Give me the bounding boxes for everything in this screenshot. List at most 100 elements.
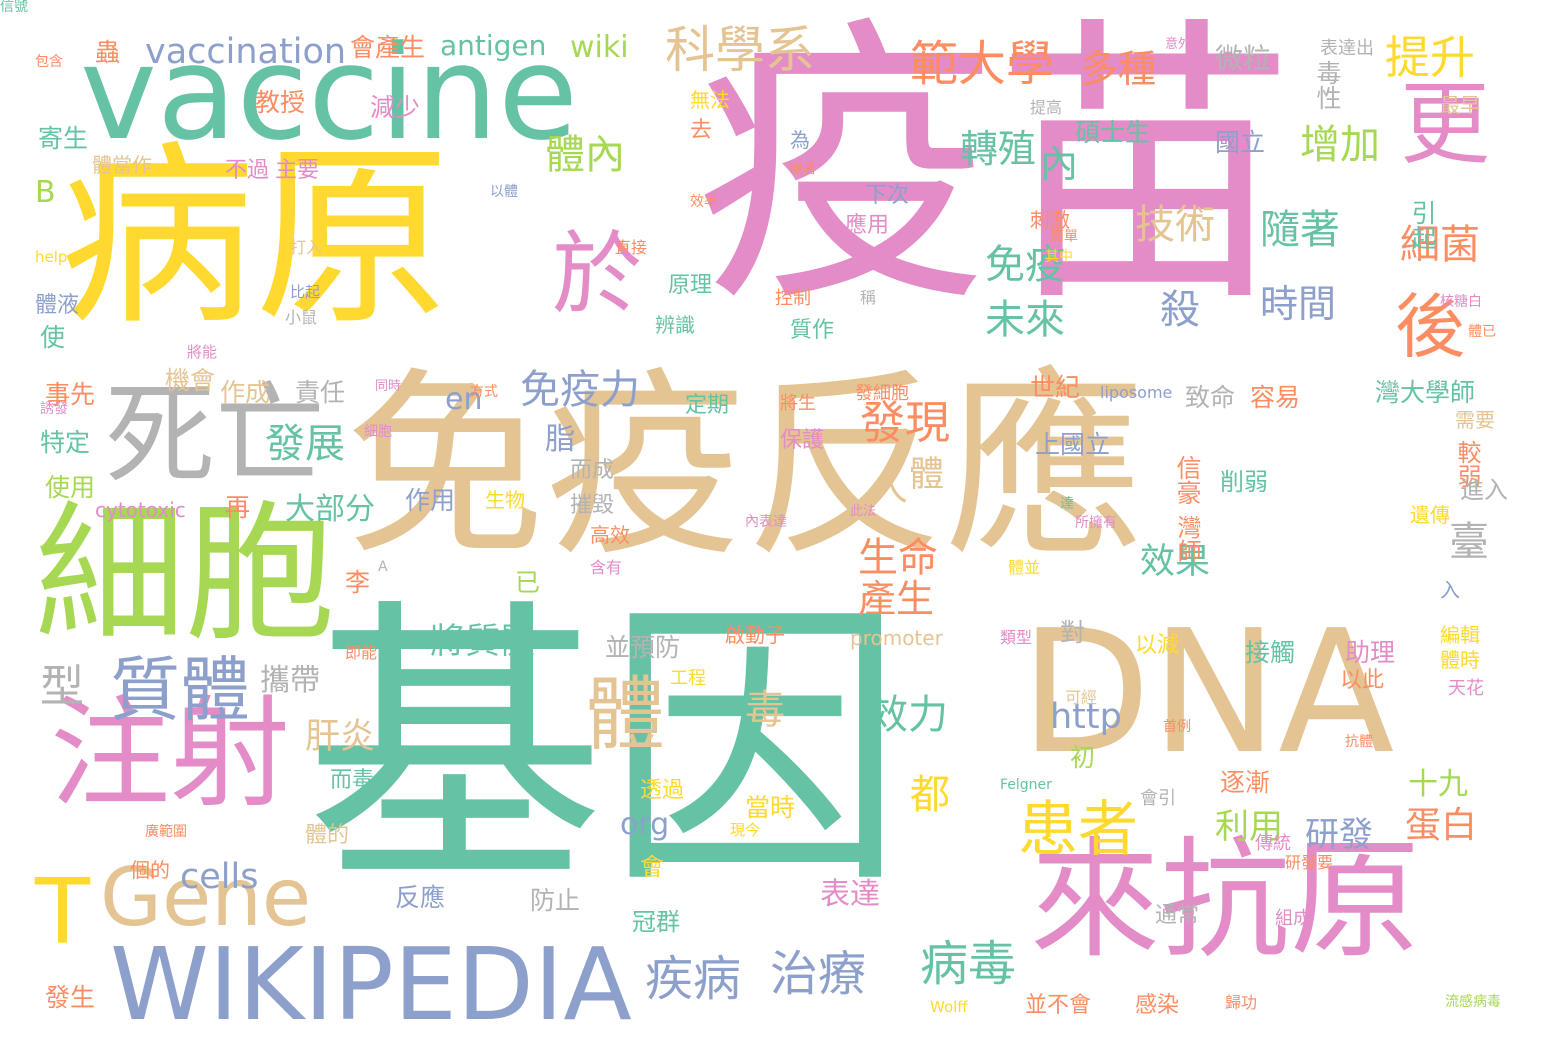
cloud-word: 疾病 [645,951,742,1007]
cloud-word: WIKIPEDIA [110,926,632,1043]
cloud-word: 都 [910,772,950,818]
cloud-word: http [1050,697,1122,737]
cloud-word: 稱 [860,288,877,307]
cloud-word: 其中 [1045,249,1073,265]
cloud-word: 冠群 [632,908,680,936]
cloud-word: Wolff [930,998,968,1016]
cloud-word: 體當作 [92,153,152,177]
cloud-word: 死亡 [105,371,325,499]
cloud-word: 體已 [1468,324,1496,340]
cloud-word: 比起 [290,283,321,301]
cloud-word: 時間 [1260,282,1337,326]
cloud-word: 技術 [1135,202,1215,248]
cloud-word: 遺傳 [1410,503,1450,527]
cloud-word: 更 [1400,72,1490,177]
cloud-word: 疫苗 [695,0,1295,342]
cloud-word: 直接 [615,238,648,257]
cloud-word: 引起 [1408,200,1437,250]
cloud-word: 而成 [570,458,615,483]
cloud-word: 將能 [187,343,218,361]
cloud-word: 所擁有 [1075,515,1117,531]
cloud-word: 含有 [590,558,623,577]
cloud-word: 隨著 [1260,207,1340,253]
cloud-word: 組成 [1275,908,1311,929]
cloud-word: 並預防 [605,633,681,662]
cloud-word: 高效 [590,523,630,547]
cloud-word: 最早 [1440,93,1480,117]
cloud-word: 方式 [470,384,498,400]
cloud-word: B [35,175,56,210]
cloud-word: 工程 [670,668,706,689]
cloud-word: 以此 [1340,668,1385,693]
cloud-word: 會產生 [350,33,426,62]
cloud-word: 會 [640,853,664,881]
cloud-word: 反應 [395,883,446,912]
cloud-word: 下次 [865,183,910,208]
cloud-word: 內 [1040,142,1079,186]
cloud-word: 原理 [668,273,713,298]
cloud-word: 保護 [780,428,825,453]
cloud-word: en [445,382,483,417]
cloud-word: 質體 [110,649,250,731]
cloud-word: vaccination [145,32,347,72]
cloud-word: 蛋白 [1405,805,1478,846]
cloud-word: 廣範圍 [145,824,187,840]
cloud-word: 通常 [1155,903,1200,928]
cloud-word: liposome [1100,383,1173,402]
cloud-word: 入 [1440,578,1460,602]
cloud-word: 國立 [1215,128,1266,157]
cloud-word: 患者 [1018,795,1138,865]
cloud-word: cells [180,857,259,897]
cloud-word: 世紀 [1030,373,1081,402]
cloud-word: 再 [225,493,251,522]
cloud-word: 辨識 [655,313,695,337]
cloud-word: A [378,559,388,575]
cloud-word: 灣大學師 [1375,378,1476,407]
cloud-word: 蟲 [95,38,121,67]
cloud-word: 感染 [1135,993,1180,1018]
cloud-word: 控制 [775,288,811,309]
cloud-word: 臺 [1442,520,1488,560]
cloud-word: 使 [40,323,66,352]
cloud-word: 來抗原 [1030,824,1421,976]
cloud-word: 微粒 [1215,42,1272,75]
cloud-word: 體 [585,668,665,761]
cloud-word: 表達出 [1320,38,1374,59]
cloud-word: 內表達 [745,514,787,530]
cloud-word: 摧毀 [570,493,615,518]
cloud-word: 體液 [35,293,80,318]
cloud-word: 效力 [868,692,948,738]
cloud-word: 效率 [690,194,718,210]
cloud-word: 並不會 [1025,993,1092,1018]
cloud-word: 多種 [1080,47,1157,91]
cloud-word: 增加 [1300,122,1380,168]
cloud-word: 使用 [45,473,96,502]
cloud-word: 而毒 [330,768,375,793]
cloud-word: 助理 [1345,638,1396,667]
cloud-word: 體的 [305,823,350,848]
cloud-word: cytotoxic [95,498,186,522]
cloud-word: org [620,807,670,842]
cloud-word: 需要 [1455,408,1495,432]
cloud-word: 定期 [685,393,730,418]
cloud-word: 科學系 [665,21,815,79]
cloud-word: 利用 [1215,807,1283,847]
cloud-word: 打入 [290,238,323,257]
cloud-word: 事先 [45,380,96,409]
cloud-word: 達 [1060,496,1074,512]
cloud-word: 類型 [1000,628,1033,647]
cloud-word: 免疫反應 [345,351,1146,584]
cloud-word: 主要 [275,158,320,183]
cloud-word: 信號 [0,0,28,15]
cloud-word: 免疫 [985,242,1065,288]
cloud-word: 殺 [1160,287,1200,333]
cloud-word: 碩士生 [1075,118,1151,147]
cloud-word: 責任 [295,378,346,407]
cloud-word: 天花 [1448,678,1484,699]
cloud-word: 較弱 [1453,440,1481,488]
cloud-word: 細胞 [364,424,392,440]
cloud-word: 將質體 [430,622,536,662]
cloud-word: 啟動子 [725,623,785,647]
cloud-word: 核糖白 [1440,294,1482,310]
cloud-word: 發細胞 [855,383,909,404]
